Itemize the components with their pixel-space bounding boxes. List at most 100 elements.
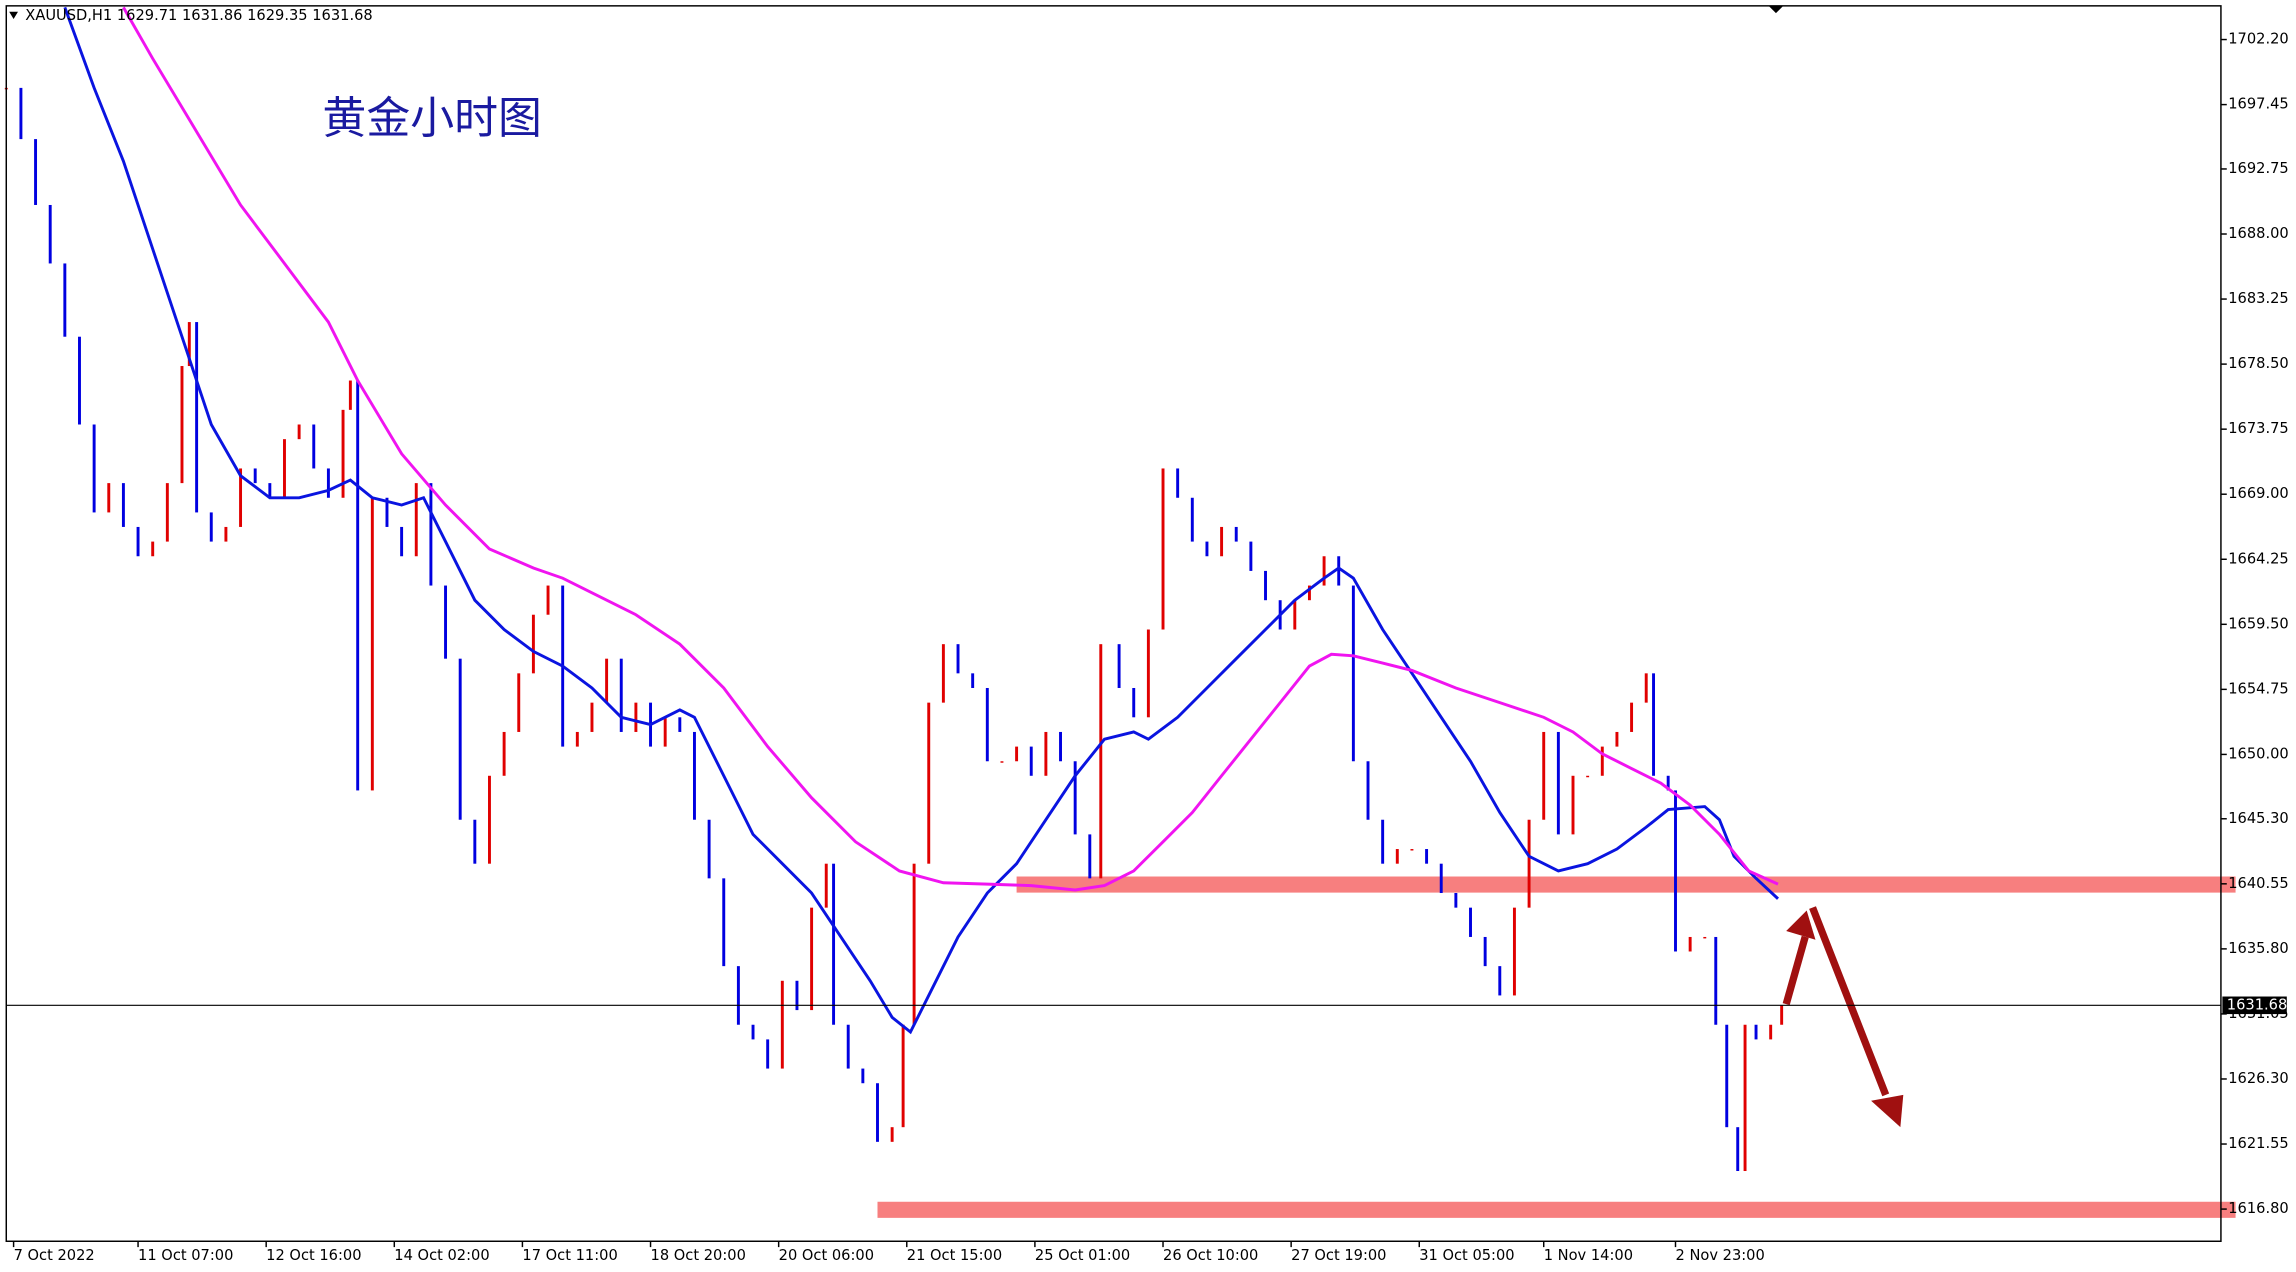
plot-area <box>4 6 2236 1218</box>
price-bar <box>63 263 67 337</box>
price-bar <box>1630 702 1634 732</box>
price-bar <box>766 1039 770 1069</box>
price-bar <box>619 658 623 732</box>
y-tick-label: 1669.00 <box>2228 485 2288 502</box>
x-tick-label: 31 Oct 05:00 <box>1419 1247 1514 1264</box>
price-bar <box>1736 1127 1740 1172</box>
price-bar <box>971 673 975 688</box>
price-bar <box>488 775 491 864</box>
price-bar <box>663 717 667 747</box>
price-bar <box>107 483 111 513</box>
price-bar <box>824 863 828 908</box>
price-bar <box>1029 746 1033 776</box>
price-bar <box>1498 966 1502 996</box>
symbol-header: XAUUSD,H1 1629.71 1631.86 1629.35 1631.6… <box>25 7 372 24</box>
x-tick-label: 12 Oct 16:00 <box>266 1247 361 1264</box>
y-tick-label: 1621.55 <box>2228 1135 2288 1152</box>
price-bar <box>1099 644 1103 879</box>
x-tick-label: 2 Nov 23:00 <box>1676 1247 1765 1264</box>
price-bar <box>1132 687 1136 718</box>
price-bar <box>1644 673 1648 703</box>
price-bar <box>1615 731 1619 747</box>
level-zone <box>1016 876 2236 893</box>
price-bar <box>1542 731 1546 820</box>
x-tick-label: 14 Oct 02:00 <box>394 1247 489 1264</box>
price-bar <box>1425 849 1429 864</box>
current-price-label: 1631.68 <box>2227 996 2287 1013</box>
price-bar <box>1512 907 1516 996</box>
y-tick-label: 1616.80 <box>2228 1200 2288 1217</box>
price-bar <box>1088 834 1092 879</box>
price-bar <box>1176 468 1180 498</box>
price-bar <box>985 687 989 762</box>
price-bar <box>846 1024 850 1069</box>
price-bar <box>1743 1024 1747 1172</box>
price-bar <box>693 731 696 820</box>
y-tick-label: 1635.80 <box>2228 940 2288 957</box>
price-bar <box>956 644 960 674</box>
price-bar <box>1059 731 1062 762</box>
y-tick-label: 1659.50 <box>2228 615 2288 632</box>
current-price-box <box>2222 996 2287 1015</box>
price-bar <box>722 878 726 967</box>
arrow-up <box>1782 910 1816 1006</box>
price-bar <box>1205 541 1209 557</box>
price-bar <box>912 863 916 1025</box>
price-bar <box>1666 775 1670 791</box>
price-bar <box>1381 819 1385 864</box>
chart-title: 黄金小时图 <box>322 94 542 143</box>
price-bar <box>92 424 96 513</box>
y-tick-label: 1683.25 <box>2228 290 2288 307</box>
price-bar <box>1454 893 1458 908</box>
price-bar <box>1293 600 1297 630</box>
price-bar <box>48 204 52 264</box>
price-bar <box>444 585 448 659</box>
price-bar <box>1586 775 1590 778</box>
price-bar <box>19 87 23 140</box>
price-bar <box>1527 819 1531 908</box>
menu-marker <box>9 11 18 20</box>
price-bar <box>1439 863 1443 894</box>
price-bar <box>751 1024 755 1040</box>
x-tick-label: 21 Oct 15:00 <box>907 1247 1002 1264</box>
price-bar <box>1469 907 1472 937</box>
price-bar <box>356 380 360 791</box>
moving-average <box>122 6 1779 892</box>
price-bar <box>810 907 814 1011</box>
price-bar <box>546 585 550 615</box>
price-bar <box>224 526 228 542</box>
price-bar <box>1410 849 1414 851</box>
arrow-down <box>1809 906 1904 1128</box>
y-tick-label: 1626.30 <box>2228 1070 2288 1087</box>
price-bar <box>1725 1024 1729 1128</box>
price-bar <box>736 966 740 1025</box>
price-bar <box>634 702 638 732</box>
price-bar <box>209 512 213 542</box>
price-bar <box>1351 585 1355 762</box>
price-bar <box>1571 775 1575 835</box>
price-bar <box>707 819 711 879</box>
price-bar <box>1161 468 1165 630</box>
y-tick-label: 1654.75 <box>2228 680 2288 697</box>
price-bar <box>1044 731 1048 776</box>
price-bar <box>1600 746 1604 776</box>
price-bar <box>1015 746 1019 762</box>
price-bar <box>1556 731 1560 835</box>
price-bar <box>429 483 433 586</box>
price-bar <box>473 819 477 864</box>
price-bar <box>1780 1005 1784 1025</box>
y-tick-label: 1688.00 <box>2228 225 2288 242</box>
price-bar <box>1220 526 1224 557</box>
price-bar <box>253 468 257 484</box>
price-bar <box>400 526 404 557</box>
price-bar <box>195 322 199 513</box>
x-tick-label: 25 Oct 01:00 <box>1035 1247 1130 1264</box>
price-bar <box>370 497 374 791</box>
price-bar <box>861 1068 865 1084</box>
price-bar <box>1483 936 1487 967</box>
price-bar <box>901 1024 905 1128</box>
y-tick-label: 1697.45 <box>2228 96 2288 113</box>
price-bar <box>1073 761 1077 835</box>
y-tick-label: 1692.75 <box>2228 160 2288 177</box>
